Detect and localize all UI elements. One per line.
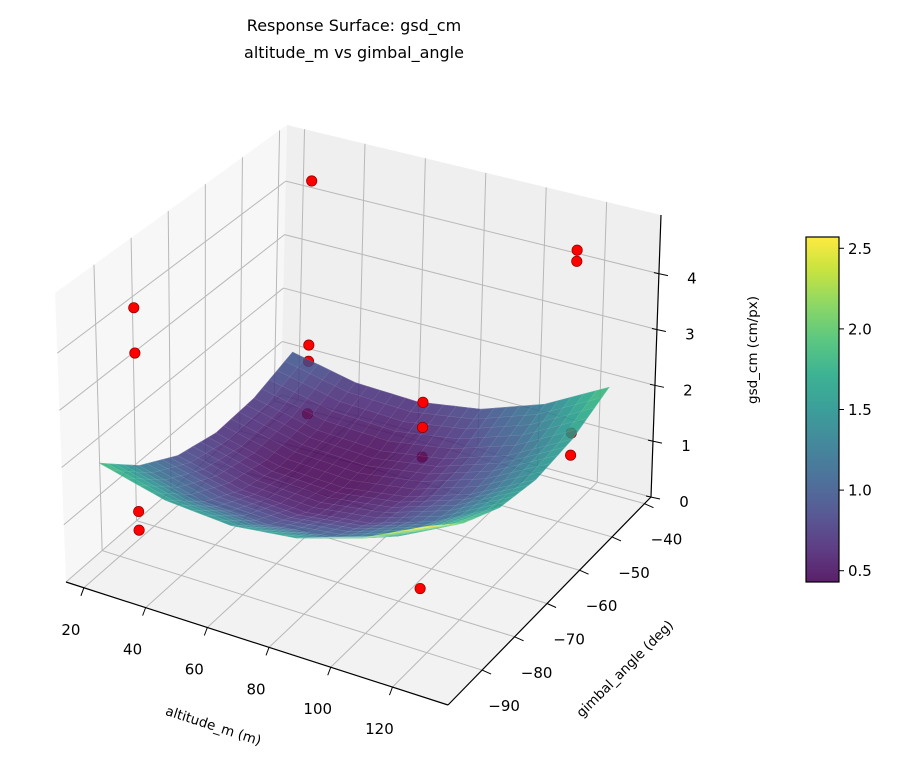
colorbar-tick-label: 2.5 bbox=[848, 240, 872, 258]
z-tick-label: 0 bbox=[679, 493, 689, 511]
x-tick-mark bbox=[389, 687, 392, 695]
y-tick-mark bbox=[612, 537, 621, 541]
x-tick-label: 120 bbox=[365, 720, 394, 738]
y-tick-mark bbox=[482, 670, 491, 674]
y-axis-label: gimbal_angle (deg) bbox=[573, 617, 677, 721]
colorbar-tick-label: 1.5 bbox=[848, 401, 872, 419]
z-tick-label: 1 bbox=[681, 437, 691, 455]
y-tick-label: −90 bbox=[488, 697, 520, 715]
data-point bbox=[418, 397, 428, 407]
x-tick-label: 60 bbox=[185, 661, 204, 679]
data-point bbox=[306, 176, 316, 186]
data-point bbox=[572, 245, 582, 255]
z-tick-label: 4 bbox=[687, 270, 697, 288]
colorbar-tick-label: 1.0 bbox=[848, 482, 872, 500]
x-tick-label: 100 bbox=[303, 700, 332, 718]
x-tick-mark bbox=[81, 588, 84, 596]
colorbar-tick-label: 2.0 bbox=[848, 320, 872, 338]
data-point bbox=[415, 583, 425, 593]
z-axis-label: gsd_cm (cm/px) bbox=[745, 296, 761, 404]
chart-title: Response Surface: gsd_cm bbox=[247, 16, 461, 36]
y-tick-mark bbox=[645, 504, 654, 508]
data-point bbox=[572, 256, 582, 266]
x-tick-label: 40 bbox=[123, 641, 142, 659]
data-point bbox=[304, 340, 314, 350]
z-tick-label: 2 bbox=[683, 381, 693, 399]
data-point bbox=[129, 303, 139, 313]
y-tick-label: −70 bbox=[553, 630, 585, 648]
x-tick-mark bbox=[266, 647, 269, 655]
data-point bbox=[417, 422, 427, 432]
x-tick-mark bbox=[143, 608, 146, 616]
data-point bbox=[134, 525, 144, 535]
data-point bbox=[565, 450, 575, 460]
y-tick-label: −50 bbox=[618, 564, 650, 582]
colorbar: 0.5 1.0 1.5 2.0 2.5 bbox=[806, 237, 872, 582]
x-axis-label: altitude_m (m) bbox=[163, 703, 263, 749]
colorbar-gradient bbox=[806, 237, 839, 582]
x-tick-label: 80 bbox=[246, 680, 265, 698]
data-point bbox=[130, 348, 140, 358]
y-tick-mark bbox=[515, 637, 524, 641]
y-tick-label: −40 bbox=[651, 531, 683, 549]
chart-subtitle: altitude_m vs gimbal_angle bbox=[244, 43, 464, 63]
data-point bbox=[133, 506, 143, 516]
x-tick-label: 20 bbox=[61, 621, 80, 639]
z-tick-label: 3 bbox=[685, 325, 695, 343]
y-tick-mark bbox=[580, 570, 589, 574]
colorbar-tick-label: 0.5 bbox=[848, 562, 872, 580]
y-tick-label: −80 bbox=[521, 664, 553, 682]
x-tick-mark bbox=[204, 628, 207, 636]
y-tick-mark bbox=[547, 603, 556, 607]
x-tick-mark bbox=[328, 667, 331, 675]
y-tick-label: −60 bbox=[586, 597, 618, 615]
